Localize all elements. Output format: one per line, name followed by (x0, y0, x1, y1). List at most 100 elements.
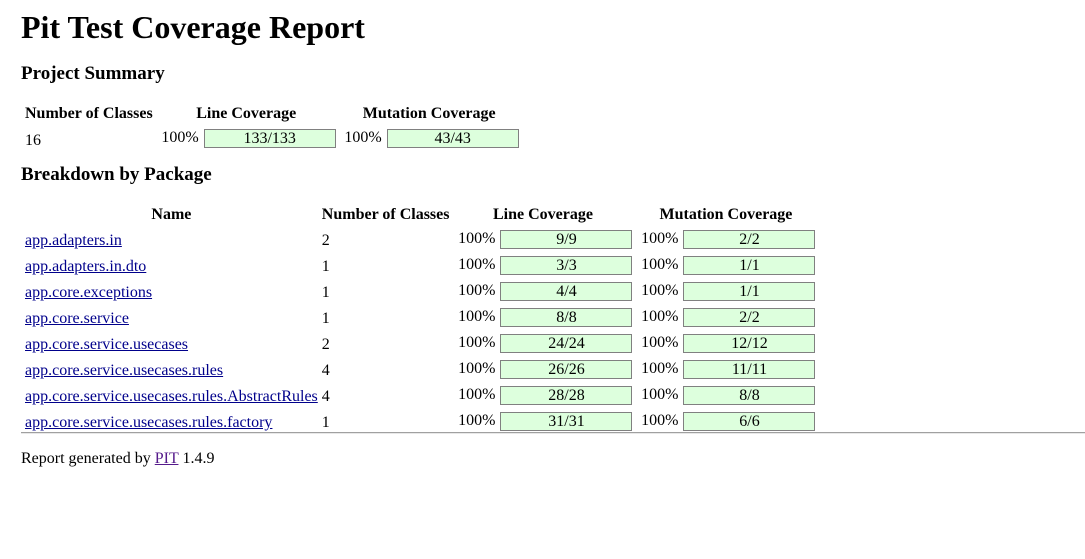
package-name-cell: app.core.service.usecases.rules (24, 358, 319, 382)
table-row: app.core.service.usecases.rules 4 100% 26/2… (24, 358, 816, 382)
col-number-of-classes: Number of Classes (321, 206, 450, 223)
mutation-pct: 100% (641, 386, 679, 403)
summary-header-row: Number of Classes Line Coverage Mutation… (24, 103, 520, 125)
col-number-of-classes: Number of Classes (25, 105, 153, 122)
package-line-coverage: 100% 9/9 (452, 228, 633, 252)
mutation-pct: 100% (641, 256, 679, 273)
summary-classes: 16 (25, 132, 41, 149)
table-row: app.core.service.usecases.rules.Abstract… (24, 384, 816, 408)
footer-prefix: Report generated by (21, 450, 151, 467)
footer: Report generated by PIT 1.4.9 (21, 449, 214, 469)
col-name: Name (151, 206, 192, 223)
mutation-pct: 100% (641, 230, 679, 247)
package-link[interactable]: app.core.service.usecases.rules.factory (25, 414, 273, 431)
breakdown-heading: Breakdown by Package (21, 164, 212, 185)
package-link[interactable]: app.core.service (25, 310, 129, 327)
package-mutation-coverage: 100% 11/11 (635, 358, 816, 382)
project-summary-table: Number of Classes Line Coverage Mutation… (22, 101, 522, 154)
package-name-cell: app.adapters.in (24, 228, 319, 252)
package-classes: 1 (321, 258, 330, 275)
table-row: app.core.service.usecases 2 100% 24/24 100% 1… (24, 332, 816, 356)
page-title: Pit Test Coverage Report (21, 9, 365, 45)
line-bar: 9/9 (500, 229, 633, 249)
footer-divider (21, 432, 1085, 434)
table-row: app.core.exceptions 1 100% 4/4 100% 1/1 (24, 280, 816, 304)
line-pct: 100% (458, 256, 496, 273)
package-link[interactable]: app.core.service.usecases (25, 336, 189, 353)
line-pct: 100% (458, 282, 496, 299)
package-name-cell: app.core.service.usecases (24, 332, 319, 356)
package-link[interactable]: app.adapters.in.dto (25, 258, 147, 275)
package-mutation-coverage: 100% 2/2 (635, 228, 816, 252)
line-bar: 24/24 (500, 333, 633, 353)
line-bar: 31/31 (500, 411, 633, 431)
col-line-coverage: Line Coverage (492, 206, 593, 223)
package-mutation-coverage: 100% 1/1 (635, 254, 816, 278)
package-breakdown-table: Name Number of Classes Line Coverage Mut… (22, 202, 818, 436)
mutation-bar: 11/11 (683, 359, 816, 379)
mutation-bar: 6/6 (683, 411, 816, 431)
line-pct: 100% (458, 386, 496, 403)
package-mutation-coverage: 100% 12/12 (635, 332, 816, 356)
line-pct: 100% (458, 334, 496, 351)
package-link[interactable]: app.adapters.in (25, 232, 122, 249)
breakdown-header-row: Name Number of Classes Line Coverage Mut… (24, 204, 816, 226)
footer-version: 1.4.9 (182, 450, 215, 467)
summary-row: 16 100% 133/133 100% 43/43 (24, 127, 520, 152)
pit-link[interactable]: PIT (154, 450, 179, 467)
package-link[interactable]: app.core.exceptions (25, 284, 153, 301)
package-line-coverage: 100% 26/26 (452, 358, 633, 382)
mutation-bar: 2/2 (683, 229, 816, 249)
summary-line-bar: 133/133 (203, 128, 336, 148)
package-link[interactable]: app.core.service.usecases.rules.Abstract… (25, 388, 318, 405)
col-mutation-coverage: Mutation Coverage (362, 105, 496, 122)
table-row: app.core.service.usecases.rules.factory 1… (24, 410, 816, 434)
package-name-cell: app.core.exceptions (24, 280, 319, 304)
table-row: app.adapters.in.dto 1 100% 3/3 100% 1/1 (24, 254, 816, 278)
line-pct: 100% (458, 308, 496, 325)
package-classes: 2 (321, 336, 330, 353)
package-line-coverage: 100% 4/4 (452, 280, 633, 304)
package-mutation-coverage: 100% 8/8 (635, 384, 816, 408)
package-mutation-coverage: 100% 2/2 (635, 306, 816, 330)
package-classes: 4 (321, 362, 330, 379)
mutation-pct: 100% (641, 308, 679, 325)
mutation-pct: 100% (641, 412, 679, 429)
package-classes: 1 (321, 284, 330, 301)
mutation-pct: 100% (641, 360, 679, 377)
package-name-cell: app.core.service (24, 306, 319, 330)
package-line-coverage: 100% 31/31 (452, 410, 633, 434)
line-bar: 26/26 (500, 359, 633, 379)
package-line-coverage: 100% 28/28 (452, 384, 633, 408)
package-classes: 2 (321, 232, 330, 249)
table-row: app.adapters.in 2 100% 9/9 100% 2/2 (24, 228, 816, 252)
summary-mutation-coverage: 100% 43/43 (339, 127, 520, 152)
package-link[interactable]: app.core.service.usecases.rules (25, 362, 224, 379)
table-row: app.core.service 1 100% 8/8 100% 2/2 (24, 306, 816, 330)
package-name-cell: app.core.service.usecases.rules.factory (24, 410, 319, 434)
mutation-bar: 8/8 (683, 385, 816, 405)
line-bar: 3/3 (500, 255, 633, 275)
summary-mutation-bar: 43/43 (386, 128, 519, 148)
mutation-bar: 1/1 (683, 255, 816, 275)
package-classes: 1 (321, 310, 330, 327)
line-bar: 4/4 (500, 281, 633, 301)
col-mutation-coverage: Mutation Coverage (659, 206, 793, 223)
line-pct: 100% (458, 230, 496, 247)
package-classes: 4 (321, 388, 330, 405)
mutation-pct: 100% (641, 334, 679, 351)
project-summary-heading: Project Summary (21, 63, 165, 84)
package-name-cell: app.core.service.usecases.rules.Abstract… (24, 384, 319, 408)
summary-line-pct: 100% (161, 129, 199, 146)
package-line-coverage: 100% 3/3 (452, 254, 633, 278)
package-line-coverage: 100% 24/24 (452, 332, 633, 356)
mutation-bar: 2/2 (683, 307, 816, 327)
mutation-bar: 12/12 (683, 333, 816, 353)
summary-mutation-pct: 100% (344, 129, 382, 146)
line-pct: 100% (458, 360, 496, 377)
mutation-bar: 1/1 (683, 281, 816, 301)
line-bar: 28/28 (500, 385, 633, 405)
package-name-cell: app.adapters.in.dto (24, 254, 319, 278)
line-bar: 8/8 (500, 307, 633, 327)
package-mutation-coverage: 100% 1/1 (635, 280, 816, 304)
